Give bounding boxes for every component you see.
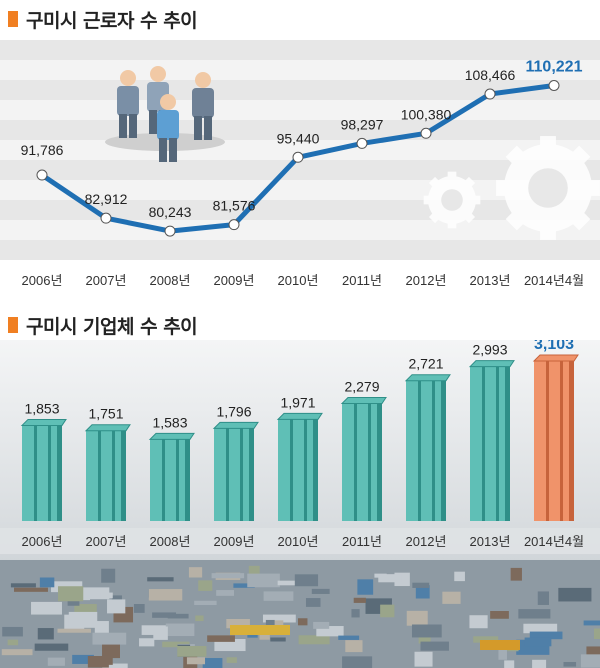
company-bar-chart: 2006년 2007년 2008년 2009년 2010년 2011년 2012년 2013년…	[0, 340, 600, 668]
data-label: 82,912	[85, 191, 128, 207]
bar	[84, 424, 131, 521]
data-label: 2,993	[472, 342, 507, 358]
data-label: 1,751	[88, 406, 123, 422]
x-tick-label: 2009년	[214, 273, 255, 288]
gear-icon	[496, 136, 600, 240]
data-label: 3,103	[534, 340, 574, 353]
data-point	[100, 212, 112, 224]
orange-square-icon	[8, 317, 18, 333]
x-tick-label: 2006년	[22, 273, 63, 288]
x-tick-label: 2012년	[406, 534, 447, 549]
city-photo	[0, 560, 600, 668]
x-tick-label: 2013년	[470, 534, 511, 549]
data-point	[36, 169, 48, 181]
bar	[404, 374, 451, 521]
company-chart-title: 구미시 기업체 수 추이	[26, 315, 198, 338]
x-axis-labels: 2006년 2007년 2008년 2009년 2010년 2011년 2012년 2013년…	[22, 273, 584, 288]
x-axis-band	[0, 528, 600, 554]
data-label: 2,721	[408, 356, 443, 372]
orange-square-icon	[8, 11, 18, 27]
x-tick-label: 2014년4월	[524, 273, 584, 288]
data-label: 95,440	[277, 130, 320, 146]
x-tick-label: 2009년	[214, 534, 255, 549]
x-tick-label: 2013년	[470, 273, 511, 288]
x-tick-label: 2008년	[150, 273, 191, 288]
data-label: 91,786	[21, 142, 64, 158]
data-label: 100,380	[401, 106, 452, 122]
x-tick-label: 2008년	[150, 534, 191, 549]
data-label: 1,853	[24, 400, 59, 416]
bar	[20, 418, 67, 521]
grid-band	[0, 240, 600, 260]
grid-band	[0, 60, 600, 80]
company-chart-title-row: 구미시 기업체 수 추이	[8, 312, 198, 338]
x-tick-label: 2011년	[342, 273, 382, 288]
x-axis-labels: 2006년 2007년 2008년 2009년 2010년 2011년 2012년 2013년…	[22, 534, 584, 549]
data-label: 98,297	[341, 116, 384, 132]
x-tick-label: 2011년	[342, 534, 382, 549]
data-label: 1,971	[280, 394, 315, 410]
data-label: 80,243	[149, 204, 192, 220]
bar	[468, 360, 515, 521]
data-label: 1,583	[152, 414, 187, 430]
data-point	[228, 219, 240, 231]
worker-chart-title-row: 구미시 근로자 수 추이	[8, 6, 198, 32]
data-label: 108,466	[465, 67, 516, 83]
worker-chart-title: 구미시 근로자 수 추이	[26, 9, 198, 32]
x-tick-label: 2010년	[278, 534, 319, 549]
bar	[212, 421, 259, 521]
workers-illustration	[105, 66, 225, 162]
x-tick-label: 2012년	[406, 273, 447, 288]
bar	[148, 432, 195, 521]
data-point	[548, 79, 560, 91]
bar	[276, 412, 323, 521]
grid-band	[0, 40, 600, 60]
grid-band	[0, 100, 600, 120]
data-point	[164, 225, 176, 237]
x-tick-label: 2007년	[86, 534, 127, 549]
x-tick-label: 2010년	[278, 273, 319, 288]
x-tick-label: 2006년	[22, 534, 63, 549]
x-tick-label: 2014년4월	[524, 534, 584, 549]
bar	[340, 396, 387, 521]
data-point	[292, 151, 304, 163]
worker-line-chart: 2006년 2007년 2008년 2009년 2010년 2011년 2012년 2013년…	[0, 40, 600, 300]
x-tick-label: 2007년	[86, 273, 127, 288]
data-label: 110,221	[526, 58, 583, 75]
data-label: 1,796	[216, 403, 251, 419]
data-point	[484, 88, 496, 100]
data-point	[356, 137, 368, 149]
bar	[532, 354, 579, 521]
data-label: 2,279	[344, 378, 379, 394]
data-label: 81,576	[213, 198, 256, 214]
gear-icon	[423, 171, 481, 229]
x-axis-band	[0, 262, 600, 300]
data-point	[420, 127, 432, 139]
